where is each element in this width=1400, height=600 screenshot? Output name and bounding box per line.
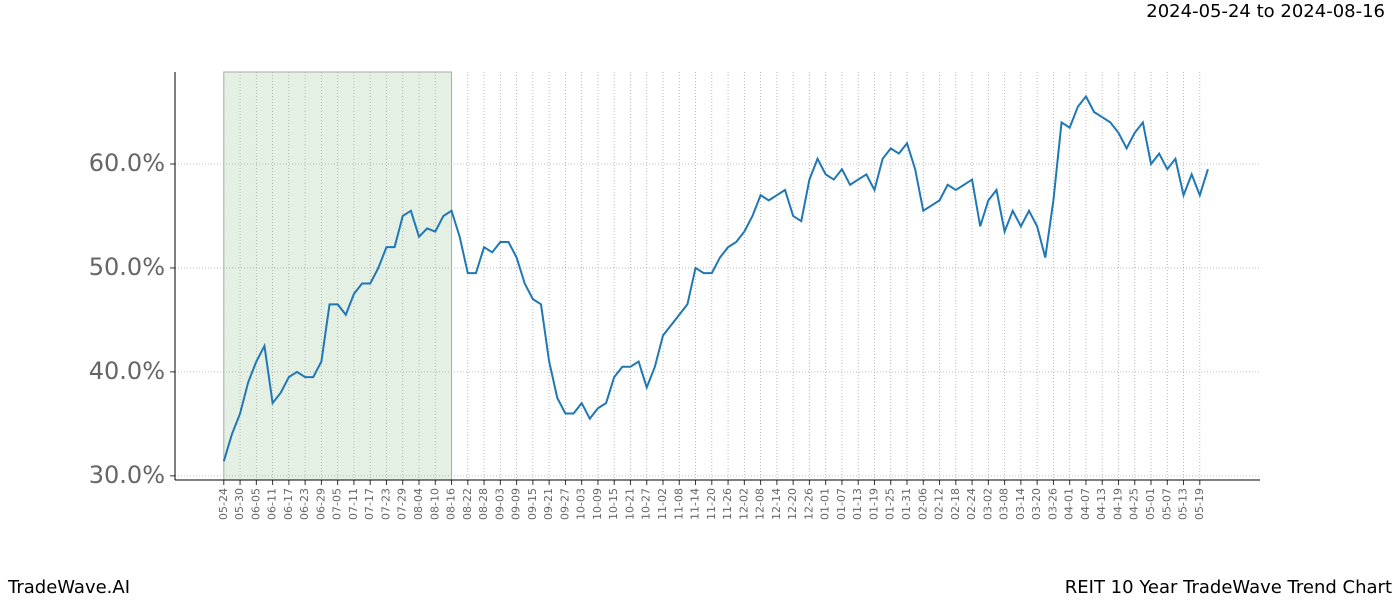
x-tick-label: 04-19 — [1111, 488, 1124, 520]
x-tick-label: 11-14 — [689, 488, 702, 520]
x-tick-label: 07-05 — [331, 488, 344, 520]
x-tick-label: 03-08 — [998, 488, 1011, 520]
x-tick-label: 10-21 — [623, 488, 636, 520]
x-tick-label: 07-11 — [347, 488, 360, 520]
x-tick-label: 01-07 — [835, 488, 848, 520]
x-tick-label: 11-08 — [672, 488, 685, 520]
x-tick-label: 10-09 — [591, 488, 604, 520]
x-tick-label: 02-12 — [933, 488, 946, 520]
x-tick-label: 02-24 — [965, 488, 978, 520]
x-tick-label: 01-13 — [851, 488, 864, 520]
x-tick-label: 02-18 — [949, 488, 962, 520]
y-tick-label: 50.0% — [89, 253, 165, 281]
x-tick-label: 09-09 — [510, 488, 523, 520]
x-tick-label: 11-26 — [721, 488, 734, 520]
x-tick-label: 06-23 — [298, 488, 311, 520]
x-tick-label: 01-31 — [900, 488, 913, 520]
brand: TradeWave.AI — [7, 577, 130, 598]
x-tick-label: 07-23 — [379, 488, 392, 520]
x-tick-label: 06-17 — [282, 488, 295, 520]
x-tick-label: 05-01 — [1144, 488, 1157, 520]
date-range: 2024-05-24 to 2024-08-16 — [1146, 1, 1385, 22]
x-tick-label: 10-03 — [575, 488, 588, 520]
x-tick-label: 03-26 — [1046, 488, 1059, 520]
x-tick-label: 05-24 — [217, 488, 230, 520]
x-tick-label: 06-11 — [266, 488, 279, 520]
x-tick-label: 06-05 — [249, 488, 262, 520]
x-tick-label: 10-27 — [640, 488, 653, 520]
x-tick-label: 09-21 — [542, 488, 555, 520]
x-tick-label: 03-14 — [1014, 488, 1027, 520]
x-tick-label: 07-29 — [396, 488, 409, 520]
x-tick-label: 01-01 — [819, 488, 832, 520]
x-tick-label: 08-16 — [445, 488, 458, 520]
x-tick-label: 02-06 — [916, 488, 929, 520]
x-tick-label: 09-15 — [526, 488, 539, 520]
x-tick-label: 08-10 — [428, 488, 441, 520]
x-tick-label: 12-02 — [737, 488, 750, 520]
x-tick-label: 11-02 — [656, 488, 669, 520]
x-tick-label: 05-30 — [233, 488, 246, 520]
x-tick-label: 12-08 — [754, 488, 767, 520]
x-tick-label: 05-19 — [1193, 488, 1206, 520]
x-tick-label: 08-22 — [461, 488, 474, 520]
x-tick-label: 12-26 — [802, 488, 815, 520]
x-tick-label: 10-15 — [607, 488, 620, 520]
x-tick-label: 11-20 — [705, 488, 718, 520]
x-tick-label: 05-07 — [1160, 488, 1173, 520]
x-tick-label: 05-13 — [1177, 488, 1190, 520]
x-tick-label: 04-25 — [1128, 488, 1141, 520]
x-tick-label: 04-13 — [1095, 488, 1108, 520]
x-tick-label: 04-07 — [1079, 488, 1092, 520]
x-tick-label: 07-17 — [363, 488, 376, 520]
x-tick-label: 09-03 — [493, 488, 506, 520]
x-tick-label: 12-20 — [786, 488, 799, 520]
x-tick-label: 03-02 — [981, 488, 994, 520]
chart-title: REIT 10 Year TradeWave Trend Chart — [1065, 577, 1392, 598]
x-tick-label: 08-28 — [477, 488, 490, 520]
x-tick-label: 12-14 — [770, 488, 783, 520]
x-tick-label: 01-25 — [884, 488, 897, 520]
x-tick-label: 01-19 — [867, 488, 880, 520]
x-tick-label: 04-01 — [1063, 488, 1076, 520]
x-tick-label: 09-27 — [558, 488, 571, 520]
y-tick-label: 30.0% — [89, 461, 165, 489]
x-tick-label: 06-29 — [314, 488, 327, 520]
trend-line — [222, 94, 1209, 462]
y-tick-label: 60.0% — [89, 149, 165, 177]
x-tick-label: 08-04 — [412, 488, 425, 520]
x-tick-label: 03-20 — [1030, 488, 1043, 520]
y-tick-label: 40.0% — [89, 357, 165, 385]
